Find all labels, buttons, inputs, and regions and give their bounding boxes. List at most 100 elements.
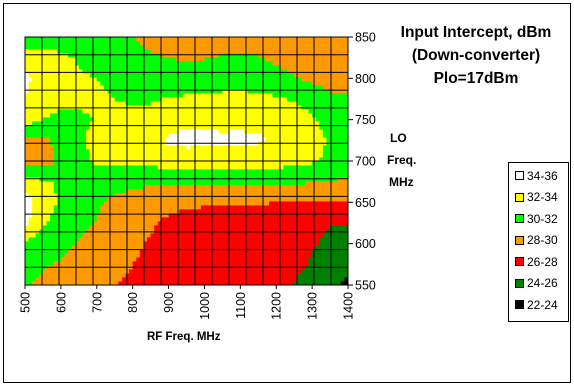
contour-cell <box>89 121 94 126</box>
contour-cell <box>82 201 87 206</box>
contour-cell <box>344 121 349 126</box>
contour-cell <box>272 173 277 178</box>
contour-cell <box>200 225 205 230</box>
contour-cell <box>258 165 263 170</box>
contour-cell <box>229 105 234 110</box>
contour-cell <box>344 281 349 286</box>
contour-cell <box>179 69 184 74</box>
contour-cell <box>247 85 252 90</box>
contour-cell <box>197 149 202 154</box>
contour-cell <box>164 257 169 262</box>
contour-cell <box>71 85 76 90</box>
contour-cell <box>93 253 98 258</box>
contour-cell <box>308 85 313 90</box>
contour-cell <box>193 229 198 234</box>
contour-cell <box>161 137 166 142</box>
contour-cell <box>344 189 349 194</box>
contour-cell <box>129 173 134 178</box>
contour-cell <box>25 205 29 210</box>
contour-cell <box>28 193 33 198</box>
contour-cell <box>279 269 284 274</box>
contour-cell <box>279 129 284 134</box>
contour-cell <box>315 245 320 250</box>
contour-cell <box>286 273 291 278</box>
contour-cell <box>258 201 263 206</box>
contour-cell <box>233 101 238 106</box>
contour-cell <box>208 97 213 102</box>
contour-cell <box>204 225 209 230</box>
contour-cell <box>53 77 58 82</box>
contour-cell <box>315 77 320 82</box>
contour-cell <box>71 197 76 202</box>
contour-cell <box>286 269 291 274</box>
contour-cell <box>294 121 299 126</box>
contour-cell <box>60 253 65 258</box>
contour-cell <box>333 133 338 138</box>
contour-cell <box>319 125 324 130</box>
contour-cell <box>118 149 123 154</box>
contour-cell <box>164 149 169 154</box>
contour-cell <box>337 253 342 258</box>
contour-cell <box>265 169 270 174</box>
contour-cell <box>272 169 277 174</box>
contour-cell <box>42 89 47 94</box>
contour-cell <box>64 69 69 74</box>
contour-cell <box>337 81 342 86</box>
contour-cell <box>132 225 137 230</box>
contour-cell <box>319 73 324 78</box>
contour-cell <box>60 73 65 78</box>
contour-cell <box>254 221 259 226</box>
contour-cell <box>100 249 105 254</box>
contour-cell <box>261 65 266 70</box>
contour-cell <box>254 205 259 210</box>
contour-cell <box>118 161 123 166</box>
contour-cell <box>136 241 141 246</box>
contour-cell <box>25 241 29 246</box>
contour-cell <box>96 205 101 210</box>
contour-cell <box>150 245 155 250</box>
contour-cell <box>96 73 101 78</box>
contour-cell <box>46 153 51 158</box>
contour-cell <box>25 221 29 226</box>
contour-cell <box>215 89 220 94</box>
contour-cell <box>340 221 345 226</box>
contour-cell <box>172 61 177 66</box>
contour-cell <box>200 205 205 210</box>
contour-cell <box>35 65 40 70</box>
contour-cell <box>71 125 76 130</box>
contour-cell <box>297 245 302 250</box>
contour-cell <box>290 113 295 118</box>
contour-cell <box>46 73 51 78</box>
contour-cell <box>118 277 123 282</box>
contour-cell <box>93 145 98 150</box>
contour-cell <box>286 149 291 154</box>
contour-cell <box>64 213 69 218</box>
contour-cell <box>197 157 202 162</box>
contour-cell <box>333 193 338 198</box>
contour-cell <box>121 101 126 106</box>
contour-cell <box>121 201 126 206</box>
contour-cell <box>82 245 87 250</box>
contour-cell <box>32 89 37 94</box>
contour-cell <box>68 145 73 150</box>
contour-cell <box>308 189 313 194</box>
contour-cell <box>42 225 47 230</box>
contour-cell <box>35 205 40 210</box>
contour-cell <box>254 129 259 134</box>
contour-cell <box>53 85 58 90</box>
contour-cell <box>100 277 105 282</box>
contour-cell <box>225 97 230 102</box>
contour-cell <box>197 129 202 134</box>
contour-cell <box>315 125 320 130</box>
contour-cell <box>75 197 80 202</box>
contour-cell <box>200 77 205 82</box>
contour-cell <box>315 157 320 162</box>
contour-cell <box>28 121 33 126</box>
contour-cell <box>251 149 256 154</box>
contour-cell <box>42 245 47 250</box>
contour-cell <box>82 273 87 278</box>
contour-cell <box>193 113 198 118</box>
contour-cell <box>251 253 256 258</box>
contour-cell <box>25 277 29 282</box>
contour-cell <box>89 181 94 186</box>
